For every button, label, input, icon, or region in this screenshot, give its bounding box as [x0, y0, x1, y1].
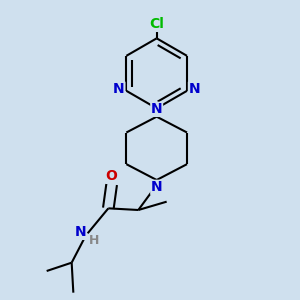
- Text: Cl: Cl: [149, 17, 164, 31]
- Text: O: O: [106, 169, 118, 183]
- Text: N: N: [151, 180, 163, 194]
- Text: N: N: [151, 102, 163, 116]
- Text: N: N: [188, 82, 200, 96]
- Text: N: N: [113, 82, 125, 96]
- Text: N: N: [74, 225, 86, 239]
- Text: H: H: [89, 234, 100, 247]
